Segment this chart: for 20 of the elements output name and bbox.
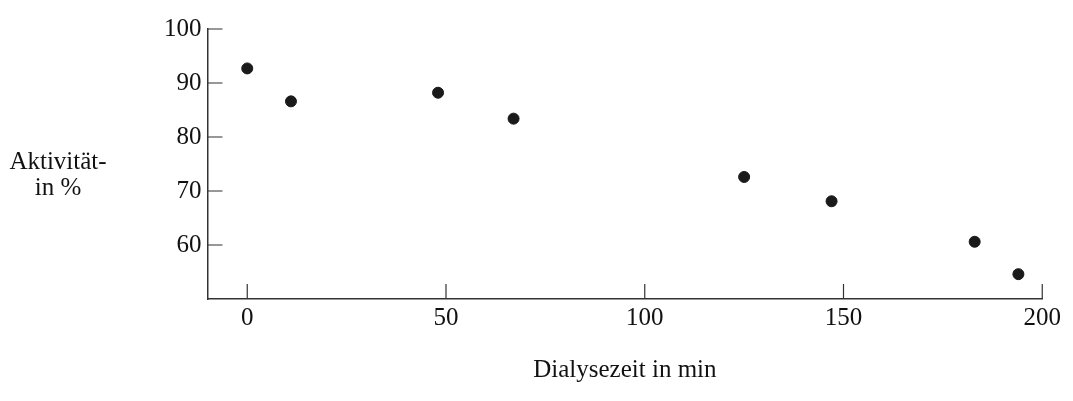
point <box>1012 268 1025 281</box>
point <box>432 86 445 99</box>
point <box>284 95 297 108</box>
point <box>507 112 520 125</box>
x-tick-label: 200 <box>1023 302 1061 330</box>
point <box>968 235 981 248</box>
x-tick-label: 100 <box>626 302 664 330</box>
y-tick-label: 70 <box>176 175 202 203</box>
x-tick-label: 150 <box>824 302 863 330</box>
y-tick-label: 90 <box>176 67 202 95</box>
x-tick-label: 50 <box>433 302 459 330</box>
y-tick-label: 60 <box>176 229 202 257</box>
y-axis-title: Aktivität- in % <box>8 147 108 200</box>
point <box>241 62 254 75</box>
y-tick-label: 100 <box>164 13 202 41</box>
y-tick-label: 80 <box>176 121 202 149</box>
x-tick-label: 0 <box>241 302 254 330</box>
point <box>738 170 751 183</box>
point <box>825 195 838 208</box>
x-axis-title: Dialysezeit in min <box>533 354 718 382</box>
